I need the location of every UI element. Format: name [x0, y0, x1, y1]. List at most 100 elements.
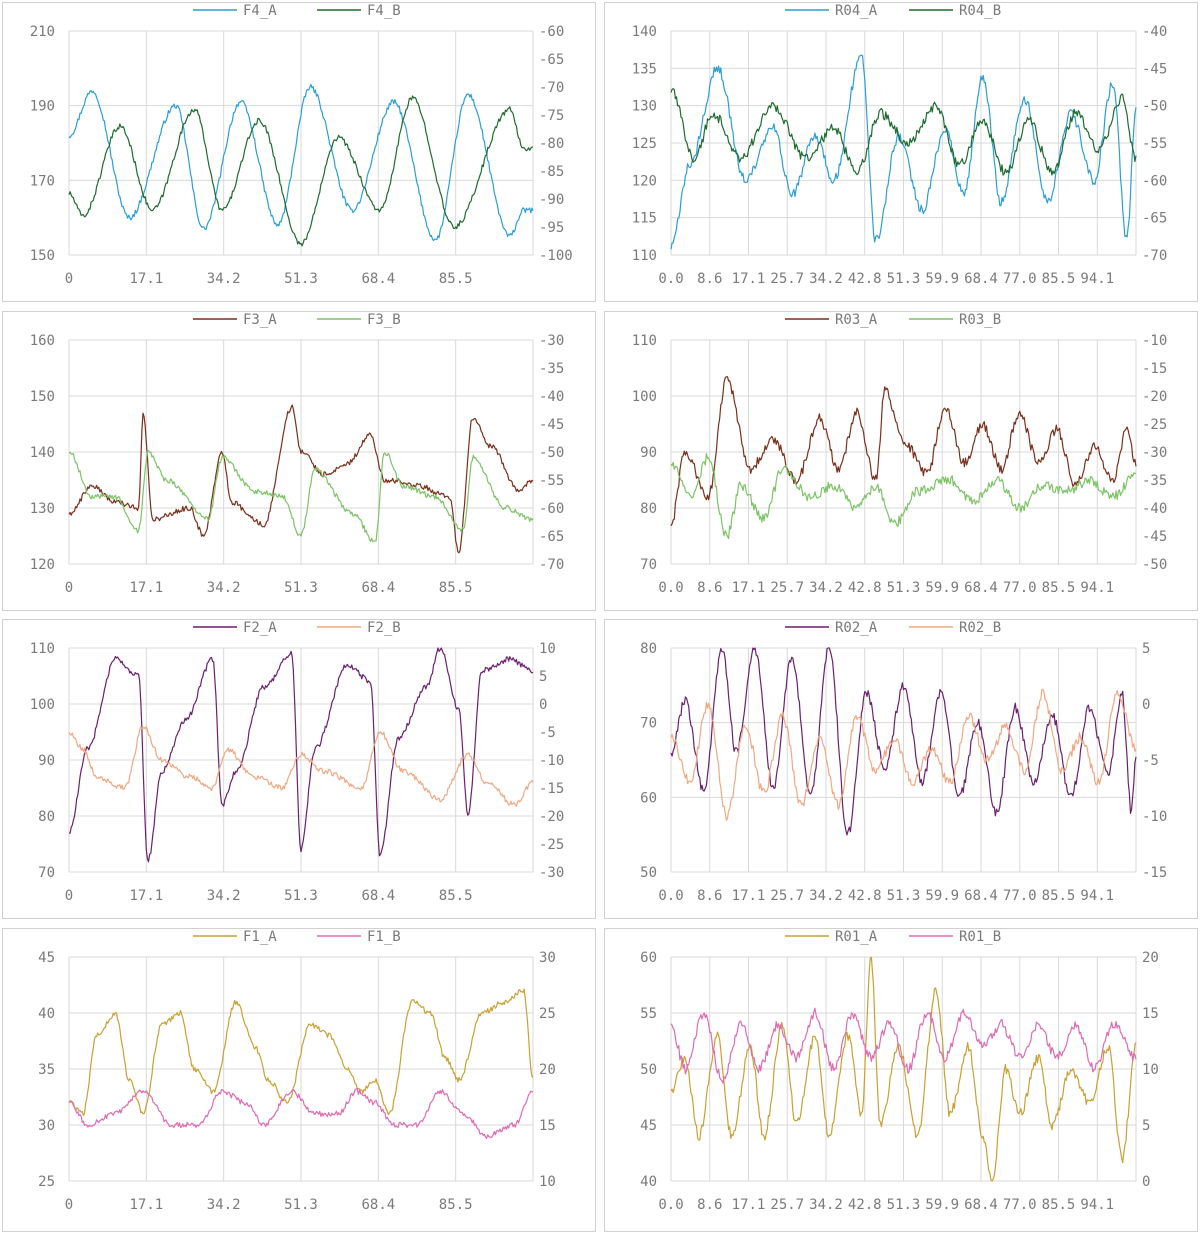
category-tick-label: 0 [65, 888, 73, 904]
category-tick-label: 85.5 [439, 271, 473, 287]
left-axis-tick-label: 130 [30, 501, 55, 517]
right-axis-tick-label: -15 [1142, 865, 1167, 881]
category-tick-label: 17.1 [129, 888, 163, 904]
legend-label-r04-b: R04_B [959, 3, 1001, 19]
right-axis-tick-label: 15 [539, 1118, 556, 1134]
left-axis-tick-label: 120 [632, 173, 657, 189]
chart-panel-f4: 150 170 190 210 -100 -95 -90 -85 -80 -75 -70 -65 -60… [2, 2, 596, 302]
category-tick-label: 8.6 [697, 580, 722, 596]
category-tick-label: 94.1 [1080, 271, 1114, 287]
category-tick-label: 85.5 [439, 888, 473, 904]
right-axis-tick-label: -20 [539, 809, 564, 825]
legend-label-r02-b: R02_B [959, 620, 1001, 636]
category-tick-label: 8.6 [697, 1197, 722, 1213]
chart-svg-f1: 25 30 35 40 45 10 15 20 25 30 0 17.1 34.2 51.3 68.4 85.… [38, 929, 556, 1213]
left-axis-tick-label: 55 [640, 1006, 657, 1022]
chart-panel-r01: 40 45 50 55 60 0 5 10 15 20 0.0 8.6 17.1 25.7 34.2 42.8… [604, 928, 1198, 1232]
category-tick-label: 34.2 [207, 888, 241, 904]
category-tick-label: 34.2 [809, 271, 843, 287]
left-axis-tick-label: 100 [30, 697, 55, 713]
left-axis-tick-label: 135 [632, 61, 657, 77]
right-axis-tick-label: -25 [539, 837, 564, 853]
series-line-r02-a [670, 647, 1137, 836]
right-axis-tick-label: 5 [1142, 1118, 1150, 1134]
left-axis-tick-label: 70 [640, 716, 657, 732]
right-axis-tick-label: -85 [539, 164, 564, 180]
left-axis-tick-label: 90 [640, 445, 657, 461]
right-axis-tick-label: -30 [539, 865, 564, 881]
category-tick-label: 59.9 [925, 1197, 959, 1213]
left-axis-tick-label: 150 [30, 389, 55, 405]
category-tick-label: 34.2 [809, 888, 843, 904]
right-axis-tick-label: 30 [539, 950, 556, 966]
right-axis-tick-label: -65 [1142, 211, 1167, 227]
category-tick-label: 0.0 [658, 580, 683, 596]
left-axis-tick-label: 50 [640, 865, 657, 881]
left-axis-tick-label: 140 [30, 445, 55, 461]
legend-label-f3-b: F3_B [367, 312, 401, 328]
left-axis-tick-label: 45 [640, 1118, 657, 1134]
category-tick-label: 51.3 [284, 1197, 318, 1213]
right-axis-tick-label: -45 [1142, 61, 1167, 77]
left-axis-tick-label: 40 [38, 1006, 55, 1022]
series-line-r02-b [670, 688, 1137, 821]
right-axis-tick-label: -45 [539, 417, 564, 433]
right-axis-tick-label: -10 [1142, 333, 1167, 349]
left-axis-tick-label: 50 [640, 1062, 657, 1078]
category-tick-label: 68.4 [964, 271, 998, 287]
category-tick-label: 85.5 [439, 1197, 473, 1213]
category-tick-label: 59.9 [925, 580, 959, 596]
left-axis-tick-label: 45 [38, 950, 55, 966]
left-axis-tick-label: 40 [640, 1174, 657, 1190]
legend-label-f3-a: F3_A [243, 312, 277, 328]
category-tick-label: 0 [65, 271, 73, 287]
category-tick-label: 51.3 [887, 271, 921, 287]
right-axis-tick-label: -5 [1142, 753, 1159, 769]
right-axis-tick-label: 5 [1142, 641, 1150, 657]
left-axis-tick-label: 120 [30, 557, 55, 573]
legend-label-f1-b: F1_B [367, 929, 401, 945]
right-axis-tick-label: -10 [1142, 809, 1167, 825]
left-axis-tick-label: 190 [30, 99, 55, 115]
category-tick-label: 51.3 [887, 888, 921, 904]
right-axis-tick-label: 5 [539, 669, 547, 685]
chart-svg-r01: 40 45 50 55 60 0 5 10 15 20 0.0 8.6 17.1 25.7 34.2 42.8… [640, 929, 1159, 1213]
chart-svg-r02: 50 60 70 80 -15 -10 -5 0 5 0.0 8.6 17.1 25.7 34.2 42.8… [640, 620, 1167, 904]
left-axis-tick-label: 160 [30, 333, 55, 349]
category-tick-label: 0.0 [658, 271, 683, 287]
right-axis-tick-label: -20 [1142, 389, 1167, 405]
series-line-r01-b [670, 1007, 1137, 1084]
category-tick-label: 51.3 [887, 1197, 921, 1213]
category-tick-label: 51.3 [284, 580, 318, 596]
series-line-f1-a [68, 988, 534, 1116]
series-line-f3-a [68, 404, 534, 554]
chart-panel-f3: 120 130 140 150 160 -70 -65 -60 -55 -50 -45 -40 -35 -… [2, 311, 596, 611]
category-tick-label: 25.7 [770, 271, 804, 287]
left-axis-tick-label: 70 [640, 557, 657, 573]
right-axis-tick-label: -15 [539, 781, 564, 797]
left-axis-tick-label: 115 [632, 211, 657, 227]
right-axis-tick-label: 10 [1142, 1062, 1159, 1078]
legend-label-f1-a: F1_A [243, 929, 277, 945]
legend-label-r03-a: R03_A [835, 312, 878, 328]
legend-label-r01-a: R01_A [835, 929, 878, 945]
category-tick-label: 94.1 [1080, 888, 1114, 904]
series-line-r03-a [670, 376, 1137, 527]
right-axis-tick-label: -15 [1142, 361, 1167, 377]
category-tick-label: 17.1 [129, 1197, 163, 1213]
category-tick-label: 42.8 [848, 271, 882, 287]
category-tick-label: 94.1 [1080, 580, 1114, 596]
right-axis-tick-label: 0 [1142, 697, 1150, 713]
right-axis-tick-label: -80 [539, 136, 564, 152]
right-axis-tick-label: -90 [539, 192, 564, 208]
right-axis-tick-label: 15 [1142, 1006, 1159, 1022]
series-line-r04-a [670, 54, 1137, 250]
legend-label-r02-a: R02_A [835, 620, 878, 636]
left-axis-tick-label: 170 [30, 173, 55, 189]
category-tick-label: 0.0 [658, 1197, 683, 1213]
category-tick-label: 51.3 [284, 271, 318, 287]
category-tick-label: 17.1 [732, 580, 766, 596]
right-axis-tick-label: -45 [1142, 529, 1167, 545]
right-axis-tick-label: -5 [539, 725, 556, 741]
